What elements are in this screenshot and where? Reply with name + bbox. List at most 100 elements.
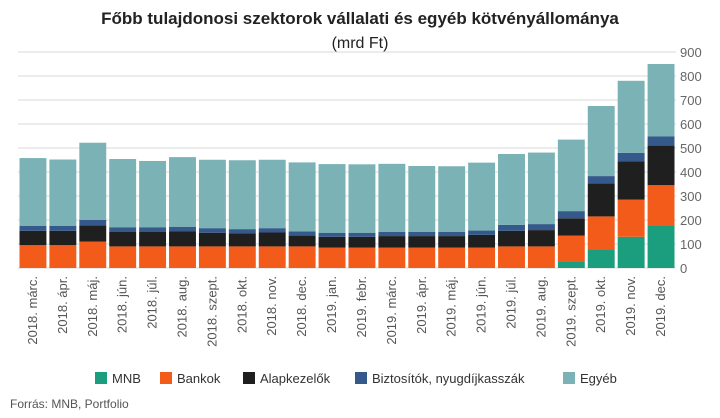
- bar-segment: [258, 232, 286, 247]
- chart-subtitle: (mrd Ft): [332, 35, 389, 52]
- legend: MNB Bankok Alapkezelők Biztosítók, nyugdíjk…: [95, 371, 617, 386]
- bar-segment: [468, 230, 496, 235]
- bar-segment: [109, 232, 137, 247]
- x-tick-label: 2019. nov.: [623, 276, 638, 336]
- bar-segment: [617, 236, 645, 268]
- bar-segment: [348, 232, 376, 237]
- bar-segment: [318, 232, 346, 237]
- bar-segment: [19, 230, 47, 246]
- y-tick-label: 900: [680, 45, 702, 60]
- bar-segment: [169, 226, 196, 232]
- bar-segment: [438, 166, 466, 232]
- bar-segment: [228, 229, 256, 234]
- bar-segment: [647, 185, 675, 226]
- bar-segment: [318, 164, 346, 233]
- bar-segment: [228, 233, 256, 247]
- legend-label: MNB: [112, 371, 141, 386]
- x-axis: 2018. márc. 2018. ápr. 2018. máj. 2018. jún…: [25, 276, 668, 347]
- bar-segment: [408, 166, 436, 232]
- bar-segment: [348, 236, 376, 248]
- bar-segment: [527, 230, 555, 247]
- bar-segment: [139, 232, 167, 247]
- bar-segment: [258, 228, 286, 233]
- bar-segment: [288, 246, 316, 268]
- bar-segment: [587, 216, 615, 250]
- y-tick-label: 500: [680, 141, 702, 156]
- bar-segment: [408, 236, 436, 248]
- bar-segment: [19, 226, 47, 231]
- x-tick-label: 2018. júl.: [145, 276, 160, 329]
- x-tick-label: 2018. jún.: [115, 276, 130, 333]
- bar-segment: [468, 247, 496, 268]
- bar-segment: [258, 246, 286, 268]
- bar-segment: [79, 220, 107, 226]
- x-tick-label: 2018. nov.: [264, 276, 279, 336]
- bar-segment: [228, 160, 256, 230]
- bar-segment: [617, 152, 645, 162]
- y-tick-label: 600: [680, 117, 702, 132]
- x-tick-label: 2019. máj.: [444, 276, 459, 337]
- x-tick-label: 2019. okt.: [593, 276, 608, 333]
- legend-swatch: [563, 372, 575, 384]
- y-tick-label: 100: [680, 237, 702, 252]
- bar-segment: [49, 245, 77, 268]
- bar-segment: [408, 232, 436, 237]
- bar-segment: [647, 64, 675, 137]
- bar-segment: [498, 230, 525, 247]
- bar-segment: [169, 157, 196, 227]
- y-tick-label: 400: [680, 165, 702, 180]
- bar-segment: [348, 247, 376, 268]
- bar-segment: [557, 262, 585, 268]
- bar-segment: [438, 247, 466, 268]
- x-tick-label: 2019. szept.: [563, 276, 578, 347]
- bar-segment: [647, 136, 675, 146]
- legend-swatch: [95, 372, 107, 384]
- y-axis: 0 100 200 300 400 500 600 700 800 900: [680, 45, 702, 276]
- bar-segment: [587, 250, 615, 268]
- bar-segment: [617, 199, 645, 237]
- legend-swatch: [160, 372, 172, 384]
- bar-segment: [288, 235, 316, 247]
- x-tick-label: 2018. máj.: [85, 276, 100, 337]
- bar-segment: [19, 158, 47, 226]
- x-tick-label: 2018. dec.: [294, 276, 309, 337]
- bar-segment: [109, 227, 137, 232]
- bar-segment: [557, 235, 585, 262]
- bar-segment: [139, 227, 167, 232]
- x-tick-label: 2019. júl.: [504, 276, 519, 329]
- bar-segment: [49, 159, 77, 226]
- bar-segment: [139, 160, 167, 228]
- x-tick-label: 2018. szept.: [204, 276, 219, 347]
- bar-segment: [647, 145, 675, 186]
- bar-segment: [468, 162, 496, 231]
- bar-segment: [557, 211, 585, 219]
- bar-segment: [288, 162, 316, 232]
- legend-swatch: [355, 372, 367, 384]
- x-tick-label: 2018. ápr.: [55, 276, 70, 334]
- bar-segment: [587, 183, 615, 217]
- bar-segment: [557, 139, 585, 212]
- bar-segment: [498, 154, 525, 225]
- bar-segment: [109, 246, 137, 268]
- bar-segment: [378, 247, 406, 268]
- bar-segment: [378, 232, 406, 237]
- bar-segment: [79, 241, 107, 268]
- y-tick-label: 700: [680, 93, 702, 108]
- bar-segment: [438, 232, 466, 237]
- source-note: Forrás: MNB, Portfolio: [10, 397, 129, 411]
- bar-segment: [318, 236, 346, 248]
- chart-title: Főbb tulajdonosi szektorok vállalati és …: [101, 9, 619, 28]
- legend-label: Biztosítók, nyugdíjkasszák: [372, 371, 525, 386]
- x-tick-label: 2019. jún.: [474, 276, 489, 333]
- bar-segment: [169, 231, 196, 247]
- y-tick-label: 800: [680, 69, 702, 84]
- bar-segment: [408, 247, 436, 268]
- bar-segment: [498, 224, 525, 231]
- bar-segment: [79, 225, 107, 242]
- legend-label: Egyéb: [580, 371, 617, 386]
- bar-segment: [587, 176, 615, 184]
- x-tick-label: 2018. okt.: [234, 276, 249, 333]
- bar-segment: [228, 246, 256, 268]
- bar-segment: [378, 163, 406, 232]
